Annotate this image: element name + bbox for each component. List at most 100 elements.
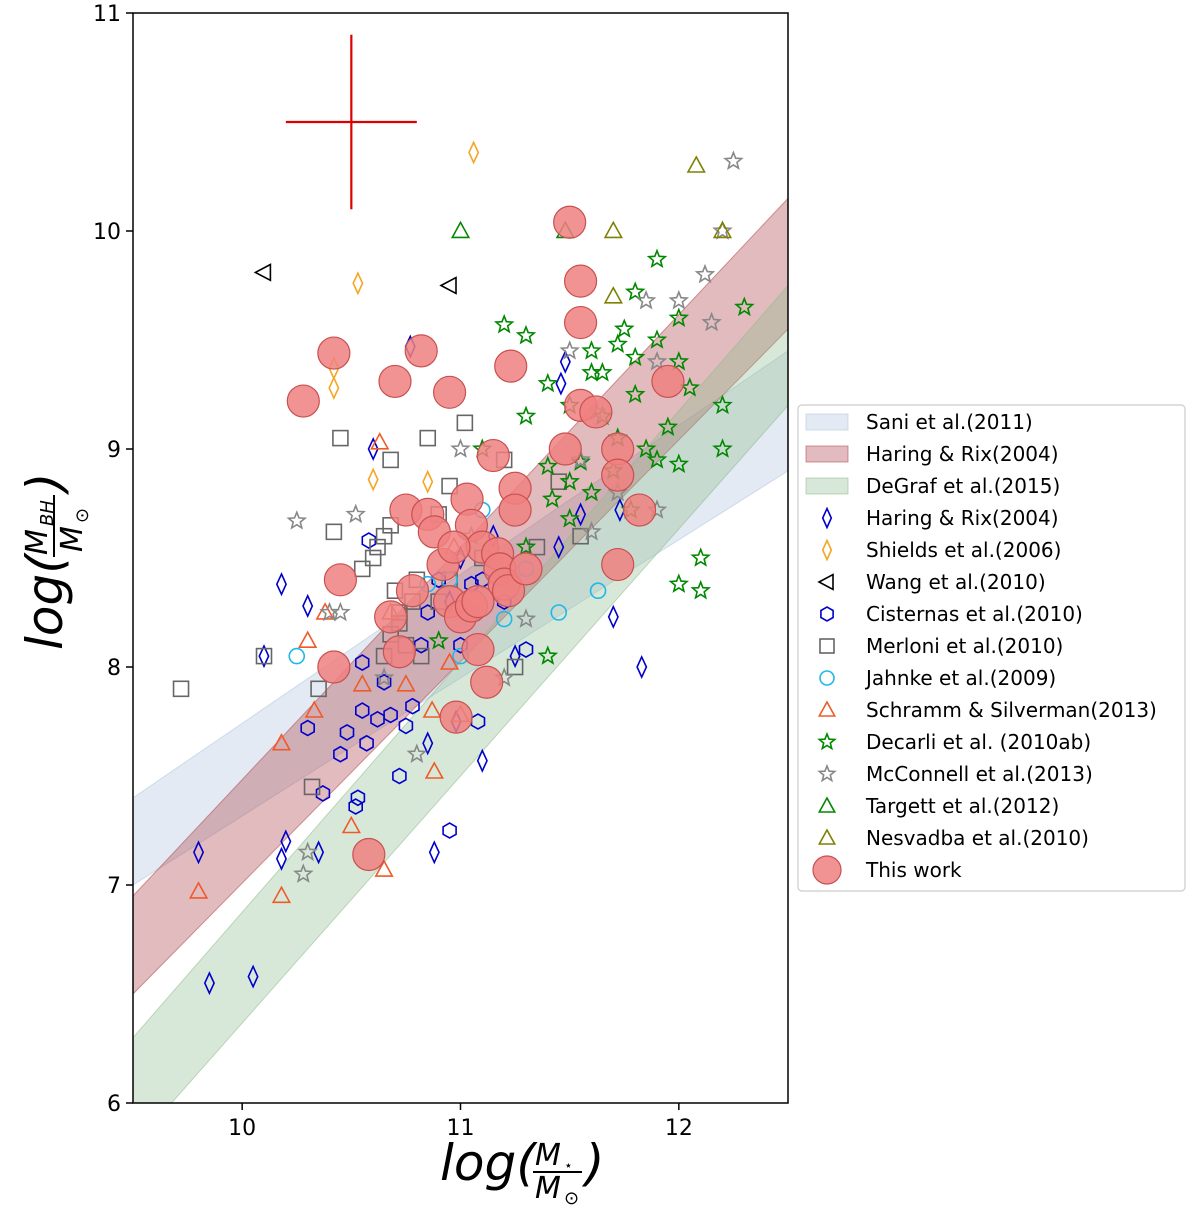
point-schramm-silverman-2013 [352, 674, 372, 692]
point-this-work [498, 493, 532, 527]
legend-marker-targett-et-al-2012 [817, 796, 837, 813]
y-axis-title: log( M BH M ⊙ ) [16, 472, 93, 650]
legend-marker-jahnke-et-al-2009 [819, 670, 835, 686]
point-decarli-et-al-2010ab [668, 307, 690, 327]
legend-label: Sani et al.(2011) [866, 410, 1033, 434]
point-merloni-et-al-2010 [382, 516, 399, 534]
point-cisternas-et-al-2010 [315, 784, 331, 802]
point-this-work [579, 395, 613, 429]
point-decarli-et-al-2010ab [515, 405, 537, 426]
point-mcconnell-et-al-2013 [559, 340, 580, 360]
point-cisternas-et-al-2010 [350, 789, 366, 807]
point-shields-et-al-2006 [352, 271, 364, 296]
point-decarli-et-al-2010ab [712, 438, 733, 458]
legend-label: Jahnke et al.(2009) [864, 666, 1056, 690]
point-decarli-et-al-2010ab [515, 536, 537, 556]
point-this-work [286, 384, 320, 418]
point-cisternas-et-al-2010 [300, 719, 316, 737]
point-schramm-silverman-2013 [271, 733, 292, 751]
point-merloni-et-al-2010 [255, 647, 273, 665]
point-this-work [461, 584, 495, 619]
point-nesvadba-et-al-2010 [603, 286, 623, 304]
legend-label: Decarli et al. (2010ab) [866, 730, 1091, 754]
point-merloni-et-al-2010 [369, 538, 386, 556]
point-merloni-et-al-2010 [332, 429, 349, 447]
y-title-den-sub: ⊙ [72, 508, 93, 523]
point-haring-rix-2004 [275, 846, 287, 871]
point-decarli-et-al-2010ab [690, 579, 711, 600]
point-cisternas-et-al-2010 [392, 767, 407, 785]
point-decarli-et-al-2010ab [657, 416, 679, 436]
point-schramm-silverman-2013 [298, 630, 318, 649]
point-cisternas-et-al-2010 [398, 717, 414, 735]
point-haring-rix-2004 [422, 731, 434, 756]
point-haring-rix-2004 [302, 593, 314, 619]
point-mcconnell-et-al-2013 [635, 289, 657, 310]
point-this-work [563, 264, 598, 298]
legend-label: Merloni et al.(2010) [866, 634, 1063, 658]
point-decarli-et-al-2010ab [493, 313, 515, 334]
point-mcconnell-et-al-2013 [712, 220, 733, 240]
point-cisternas-et-al-2010 [354, 702, 370, 720]
legend-marker-schramm-silverman-2013 [817, 700, 837, 717]
point-cisternas-et-al-2010 [354, 654, 370, 672]
legend-swatch-degraf-et-al-2015 [805, 477, 849, 495]
point-mcconnell-et-al-2013 [581, 521, 602, 541]
point-mcconnell-et-al-2013 [694, 263, 716, 284]
point-mcconnell-et-al-2013 [286, 510, 308, 530]
x-title-num: M [535, 1138, 561, 1173]
x-title-log: log( [440, 1134, 538, 1192]
x-tick-label: 10 [228, 1116, 256, 1141]
point-this-work [378, 364, 412, 399]
point-cisternas-et-al-2010 [442, 822, 457, 839]
point-merloni-et-al-2010 [172, 680, 190, 698]
point-haring-rix-2004 [193, 840, 205, 865]
point-cisternas-et-al-2010 [518, 641, 534, 659]
legend-frame [797, 404, 1186, 892]
legend-swatch-sani-et-al-2011 [805, 413, 849, 431]
point-this-work [476, 438, 510, 473]
point-jahnke-et-al-2009 [589, 582, 607, 600]
legend-label: Haring & Rix(2004) [866, 506, 1059, 530]
legend-marker-nesvadba-et-al-2010 [817, 828, 837, 845]
point-merloni-et-al-2010 [364, 549, 382, 567]
legend-marker-merloni-et-al-2010 [819, 638, 835, 654]
point-decarli-et-al-2010ab [624, 383, 646, 404]
point-merloni-et-al-2010 [375, 527, 393, 545]
y-title-log: log( [16, 552, 74, 650]
point-haring-rix-2004 [280, 829, 292, 854]
point-merloni-et-al-2010 [382, 451, 399, 469]
point-this-work [622, 493, 657, 527]
legend-label: Shields et al.(2006) [866, 538, 1061, 562]
point-haring-rix-2004 [509, 644, 521, 669]
point-this-work [382, 635, 416, 669]
point-decarli-et-al-2010ab [624, 346, 646, 367]
point-wang-et-al-2010 [439, 276, 457, 295]
point-this-work [470, 665, 504, 699]
point-jahnke-et-al-2009 [288, 647, 306, 665]
point-decarli-et-al-2010ab [559, 470, 580, 491]
legend-marker-shields-et-al-2006 [821, 538, 833, 562]
point-schramm-silverman-2013 [341, 815, 361, 834]
point-cisternas-et-al-2010 [339, 723, 355, 741]
y-tick-label: 10 [93, 220, 121, 245]
point-this-work [439, 700, 473, 734]
point-decarli-et-al-2010ab [515, 324, 537, 345]
point-decarli-et-al-2010ab [581, 481, 602, 502]
point-mcconnell-et-al-2013 [297, 841, 318, 862]
point-schramm-silverman-2013 [304, 700, 324, 718]
point-this-work [491, 574, 526, 608]
point-this-work [651, 364, 685, 399]
point-haring-rix-2004 [575, 502, 587, 527]
point-cisternas-et-al-2010 [359, 734, 374, 752]
point-decarli-et-al-2010ab [646, 449, 668, 469]
legend-label: Nesvadba et al.(2010) [866, 826, 1089, 850]
point-nesvadba-et-al-2010 [686, 155, 706, 173]
point-decarli-et-al-2010ab [646, 329, 668, 349]
point-schramm-silverman-2013 [271, 885, 292, 904]
point-schramm-silverman-2013 [374, 859, 394, 877]
x-tick-label: 11 [447, 1116, 475, 1141]
point-haring-rix-2004 [258, 644, 270, 669]
point-mcconnell-et-al-2013 [406, 743, 428, 763]
point-mcconnell-et-al-2013 [668, 289, 690, 310]
